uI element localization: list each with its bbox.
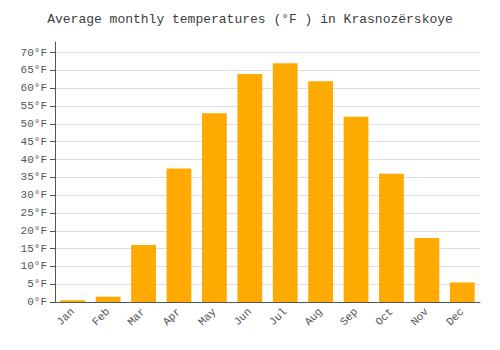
svg-text:Jan: Jan [54, 306, 76, 328]
svg-text:40°F: 40°F [21, 154, 47, 166]
svg-text:15°F: 15°F [21, 243, 47, 255]
svg-text:55°F: 55°F [21, 100, 47, 112]
svg-text:60°F: 60°F [21, 82, 47, 94]
svg-text:30°F: 30°F [21, 189, 47, 201]
svg-text:65°F: 65°F [21, 64, 47, 76]
svg-text:Mar: Mar [125, 306, 147, 328]
svg-text:10°F: 10°F [21, 260, 47, 272]
svg-text:Oct: Oct [373, 306, 395, 328]
svg-text:35°F: 35°F [21, 171, 47, 183]
svg-text:25°F: 25°F [21, 207, 47, 219]
svg-text:50°F: 50°F [21, 118, 47, 130]
svg-text:Sep: Sep [338, 306, 360, 328]
svg-text:Aug: Aug [302, 306, 324, 328]
svg-text:0°F: 0°F [27, 296, 47, 308]
svg-text:May: May [196, 305, 219, 328]
svg-text:45°F: 45°F [21, 136, 47, 148]
svg-text:Feb: Feb [90, 306, 112, 328]
svg-text:Nov: Nov [409, 305, 432, 328]
svg-text:Dec: Dec [444, 306, 466, 328]
svg-text:Jul: Jul [267, 306, 289, 328]
svg-text:70°F: 70°F [21, 47, 47, 59]
svg-text:20°F: 20°F [21, 225, 47, 237]
svg-text:5°F: 5°F [27, 278, 47, 290]
svg-text:Apr: Apr [161, 306, 183, 328]
svg-text:Jun: Jun [232, 306, 254, 328]
svg-text:Average monthly temperatures (: Average monthly temperatures (°F ) in Kr… [47, 12, 453, 27]
